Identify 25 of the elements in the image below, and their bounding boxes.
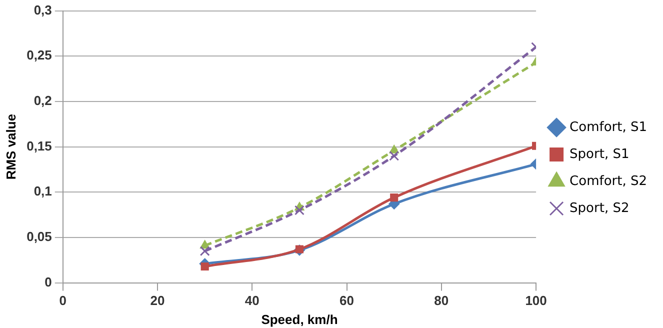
y-tick-label: 0,15 <box>26 138 52 154</box>
x-tick-label: 60 <box>340 293 354 308</box>
y-tick-label: 0,25 <box>26 48 52 63</box>
x-tick-label: 100 <box>525 293 547 308</box>
y-tick-label: 0,1 <box>34 184 52 199</box>
y-tick-label: 0,3 <box>34 2 52 18</box>
legend-label: Comfort, S2 <box>570 174 648 189</box>
x-tick-label: 80 <box>434 293 449 308</box>
x-axis-title: Speed, km/h <box>261 312 338 327</box>
legend-label: Sport, S1 <box>570 146 630 162</box>
legend-label: Sport, S2 <box>570 200 630 216</box>
point <box>294 205 304 216</box>
y-axis-title: RMS value <box>3 114 18 180</box>
point <box>389 150 400 161</box>
x-tick-label: 40 <box>244 293 260 308</box>
point <box>295 245 304 254</box>
y-tick-label: 0,05 <box>26 229 52 244</box>
y-tick-label: 0 <box>44 274 52 290</box>
point <box>200 246 210 256</box>
x-tick-label: 20 <box>150 293 165 308</box>
point <box>200 262 209 271</box>
x-tick-label: 0 <box>59 293 67 308</box>
legend-label: Comfort, S1 <box>570 120 648 135</box>
point <box>390 194 398 202</box>
y-tick-label: 0,2 <box>34 93 52 108</box>
